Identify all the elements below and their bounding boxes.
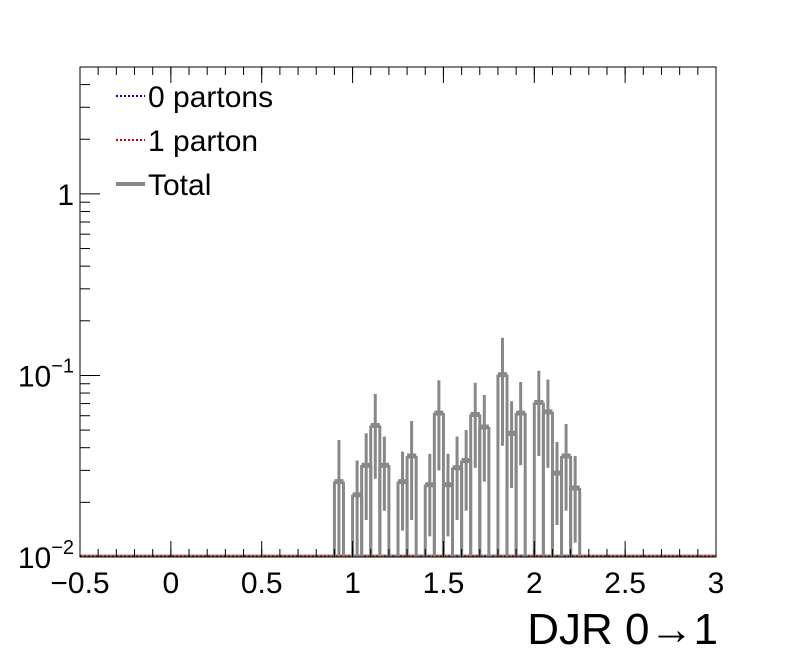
- x-tick-label: 3: [708, 567, 725, 600]
- y-tick-label-base: 10: [18, 542, 51, 575]
- legend-label: Total: [148, 169, 211, 202]
- x-tick-label: 1.5: [423, 567, 465, 600]
- legend-label: 0 partons: [148, 81, 273, 114]
- x-tick-label: 2.5: [604, 567, 646, 600]
- x-tick-label: 0: [163, 567, 180, 600]
- axes-layer: −0.5 0 0.5 1 1.5 2 2.5 310−210−11: [18, 66, 725, 600]
- y-tick-label: 10−2: [18, 537, 74, 575]
- y-tick-label-exponent: −2: [51, 537, 74, 559]
- y-tick-label-exponent: −1: [51, 355, 74, 377]
- series-layer: [80, 337, 716, 558]
- series-total: [332, 337, 582, 557]
- x-tick-label: 0.5: [241, 567, 283, 600]
- legend-label: 1 parton: [148, 125, 258, 158]
- y-tick-label: 10−1: [18, 355, 74, 393]
- x-tick-label: −0.5: [50, 567, 109, 600]
- x-axis-title: DJR 0→1: [527, 605, 718, 654]
- legend: 0 partons 1 parton Total: [116, 81, 273, 202]
- x-tick-label: 1: [344, 567, 361, 600]
- y-tick-label-base: 10: [18, 360, 51, 393]
- y-tick-label-base: 1: [57, 179, 74, 212]
- x-tick-label: 2: [526, 567, 543, 600]
- y-tick-label: 1: [57, 179, 74, 212]
